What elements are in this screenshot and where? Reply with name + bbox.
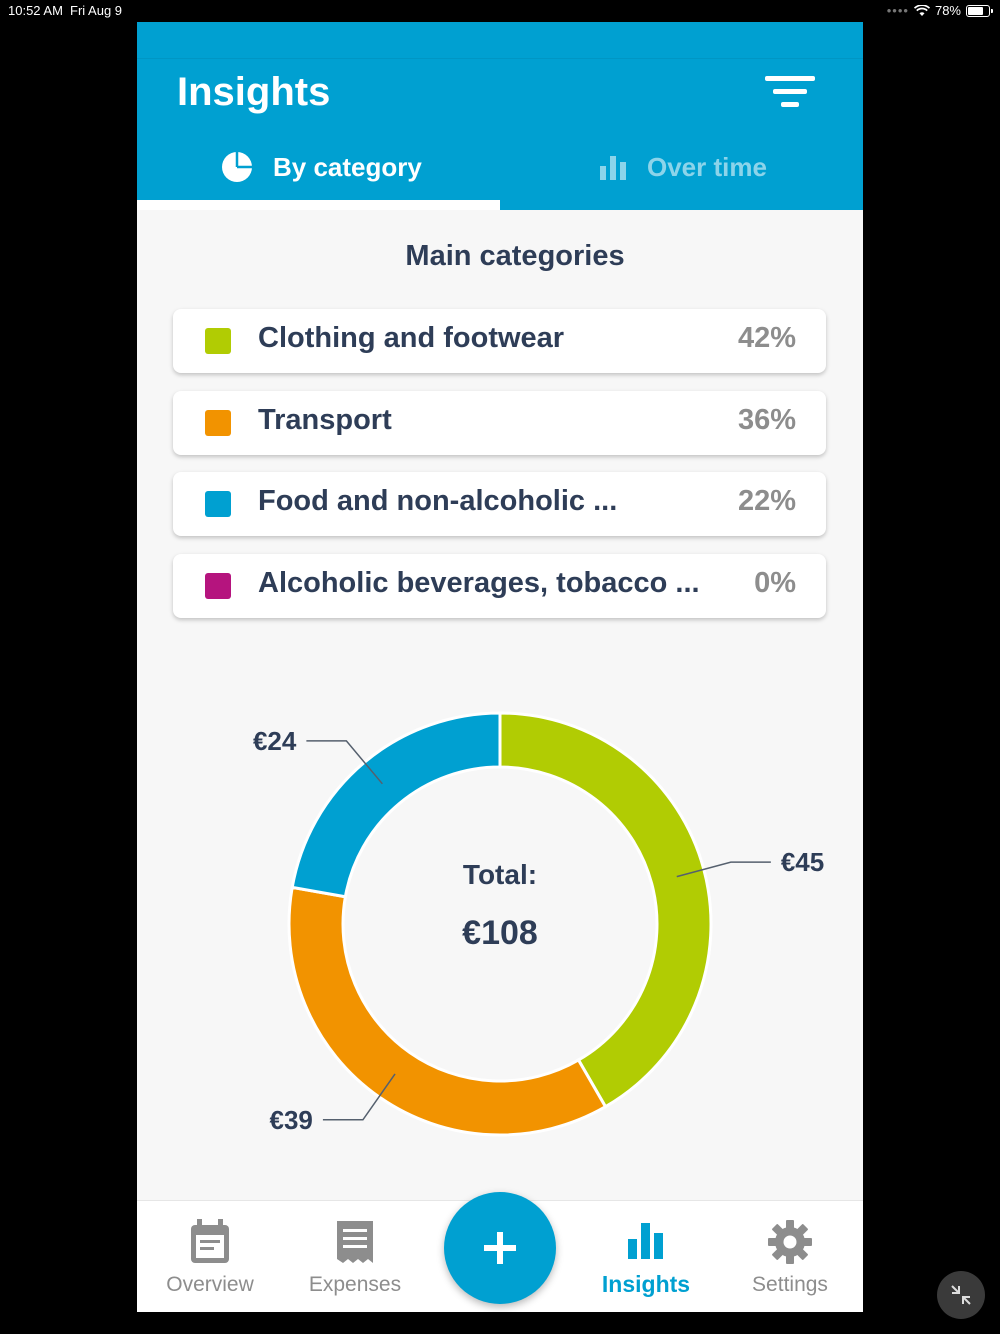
- active-tab-indicator: [137, 200, 500, 210]
- nav-insights[interactable]: Insights: [573, 1201, 719, 1312]
- multitasking-dots-icon: ••••: [886, 3, 909, 18]
- nav-expenses-label: Expenses: [308, 1273, 402, 1296]
- bar-chart-icon: [600, 156, 626, 180]
- slice-leader-line: [322, 1073, 396, 1121]
- chart-center-value: €108: [462, 914, 538, 952]
- filter-icon: [765, 76, 815, 107]
- nav-expenses[interactable]: Expenses: [282, 1201, 428, 1312]
- donut-slice[interactable]: [290, 711, 502, 899]
- category-swatch: [205, 410, 231, 436]
- category-swatch: [205, 328, 231, 354]
- bar-chart-icon: [628, 1223, 663, 1259]
- category-name: Alcoholic beverages, tobacco ...: [258, 567, 700, 599]
- tab-by-category-label: By category: [273, 151, 422, 182]
- battery-percent: 78%: [934, 3, 961, 18]
- category-name: Transport: [258, 404, 392, 436]
- filter-button[interactable]: [763, 74, 817, 114]
- slice-leader-line: [306, 740, 383, 785]
- status-right: •••• 78%: [886, 3, 993, 18]
- status-date: Fri Aug 9: [70, 3, 123, 18]
- category-swatch: [205, 491, 231, 517]
- category-name: Clothing and footwear: [258, 322, 565, 354]
- nav-settings[interactable]: Settings: [717, 1201, 863, 1312]
- header: Insights By category Over time: [137, 22, 863, 210]
- category-percent: 0%: [754, 567, 796, 599]
- category-percent: 36%: [737, 404, 796, 436]
- slice-leader-line: [676, 861, 771, 878]
- status-bar: 10:52 AM Fri Aug 9 •••• 78%: [0, 0, 1000, 22]
- page-title: Insights: [177, 70, 331, 114]
- status-time: 10:52 AM: [8, 3, 63, 18]
- minimize-button[interactable]: [937, 1271, 985, 1319]
- donut-chart: €45 €39 €24 Total: €108: [253, 711, 824, 1137]
- nav-overview-label: Overview: [166, 1273, 254, 1296]
- category-percent: 22%: [737, 485, 796, 517]
- calendar-icon: [191, 1219, 229, 1263]
- category-percent: 42%: [737, 322, 796, 354]
- category-card-transport[interactable]: Transport 36%: [173, 391, 826, 455]
- header-top-strip: [137, 22, 863, 59]
- slice-value-label: €39: [270, 1105, 313, 1135]
- chart-center-label: Total:: [463, 859, 537, 890]
- battery-icon: [966, 4, 993, 17]
- nav-overview[interactable]: Overview: [137, 1201, 283, 1312]
- category-card-clothing[interactable]: Clothing and footwear 42%: [173, 309, 826, 373]
- nav-insights-label: Insights: [601, 1271, 691, 1297]
- category-swatch: [205, 573, 231, 599]
- category-card-alcohol[interactable]: Alcoholic beverages, tobacco ... 0%: [173, 554, 826, 618]
- nav-settings-label: Settings: [752, 1273, 828, 1296]
- minimize-arrows-icon: [951, 1285, 971, 1305]
- slice-value-label: €45: [781, 847, 824, 877]
- receipt-icon: [337, 1221, 373, 1263]
- category-name: Food and non-alcoholic ...: [258, 485, 618, 517]
- category-card-food[interactable]: Food and non-alcoholic ... 22%: [173, 472, 826, 536]
- slice-value-label: €24: [253, 726, 297, 756]
- tab-over-time-label: Over time: [647, 151, 767, 182]
- plus-icon: [484, 1232, 516, 1264]
- app-window: Insights By category Over time Ma: [137, 22, 863, 1312]
- tab-by-category[interactable]: By category: [221, 142, 422, 192]
- wifi-icon: [913, 4, 930, 16]
- donut-slice[interactable]: [287, 885, 608, 1137]
- add-expense-button[interactable]: [444, 1192, 556, 1304]
- pie-chart-icon: [222, 152, 252, 182]
- section-title: Main categories: [405, 240, 625, 272]
- tab-over-time[interactable]: Over time: [599, 142, 767, 192]
- donut-slice[interactable]: [498, 711, 713, 1109]
- gear-icon: [768, 1220, 812, 1264]
